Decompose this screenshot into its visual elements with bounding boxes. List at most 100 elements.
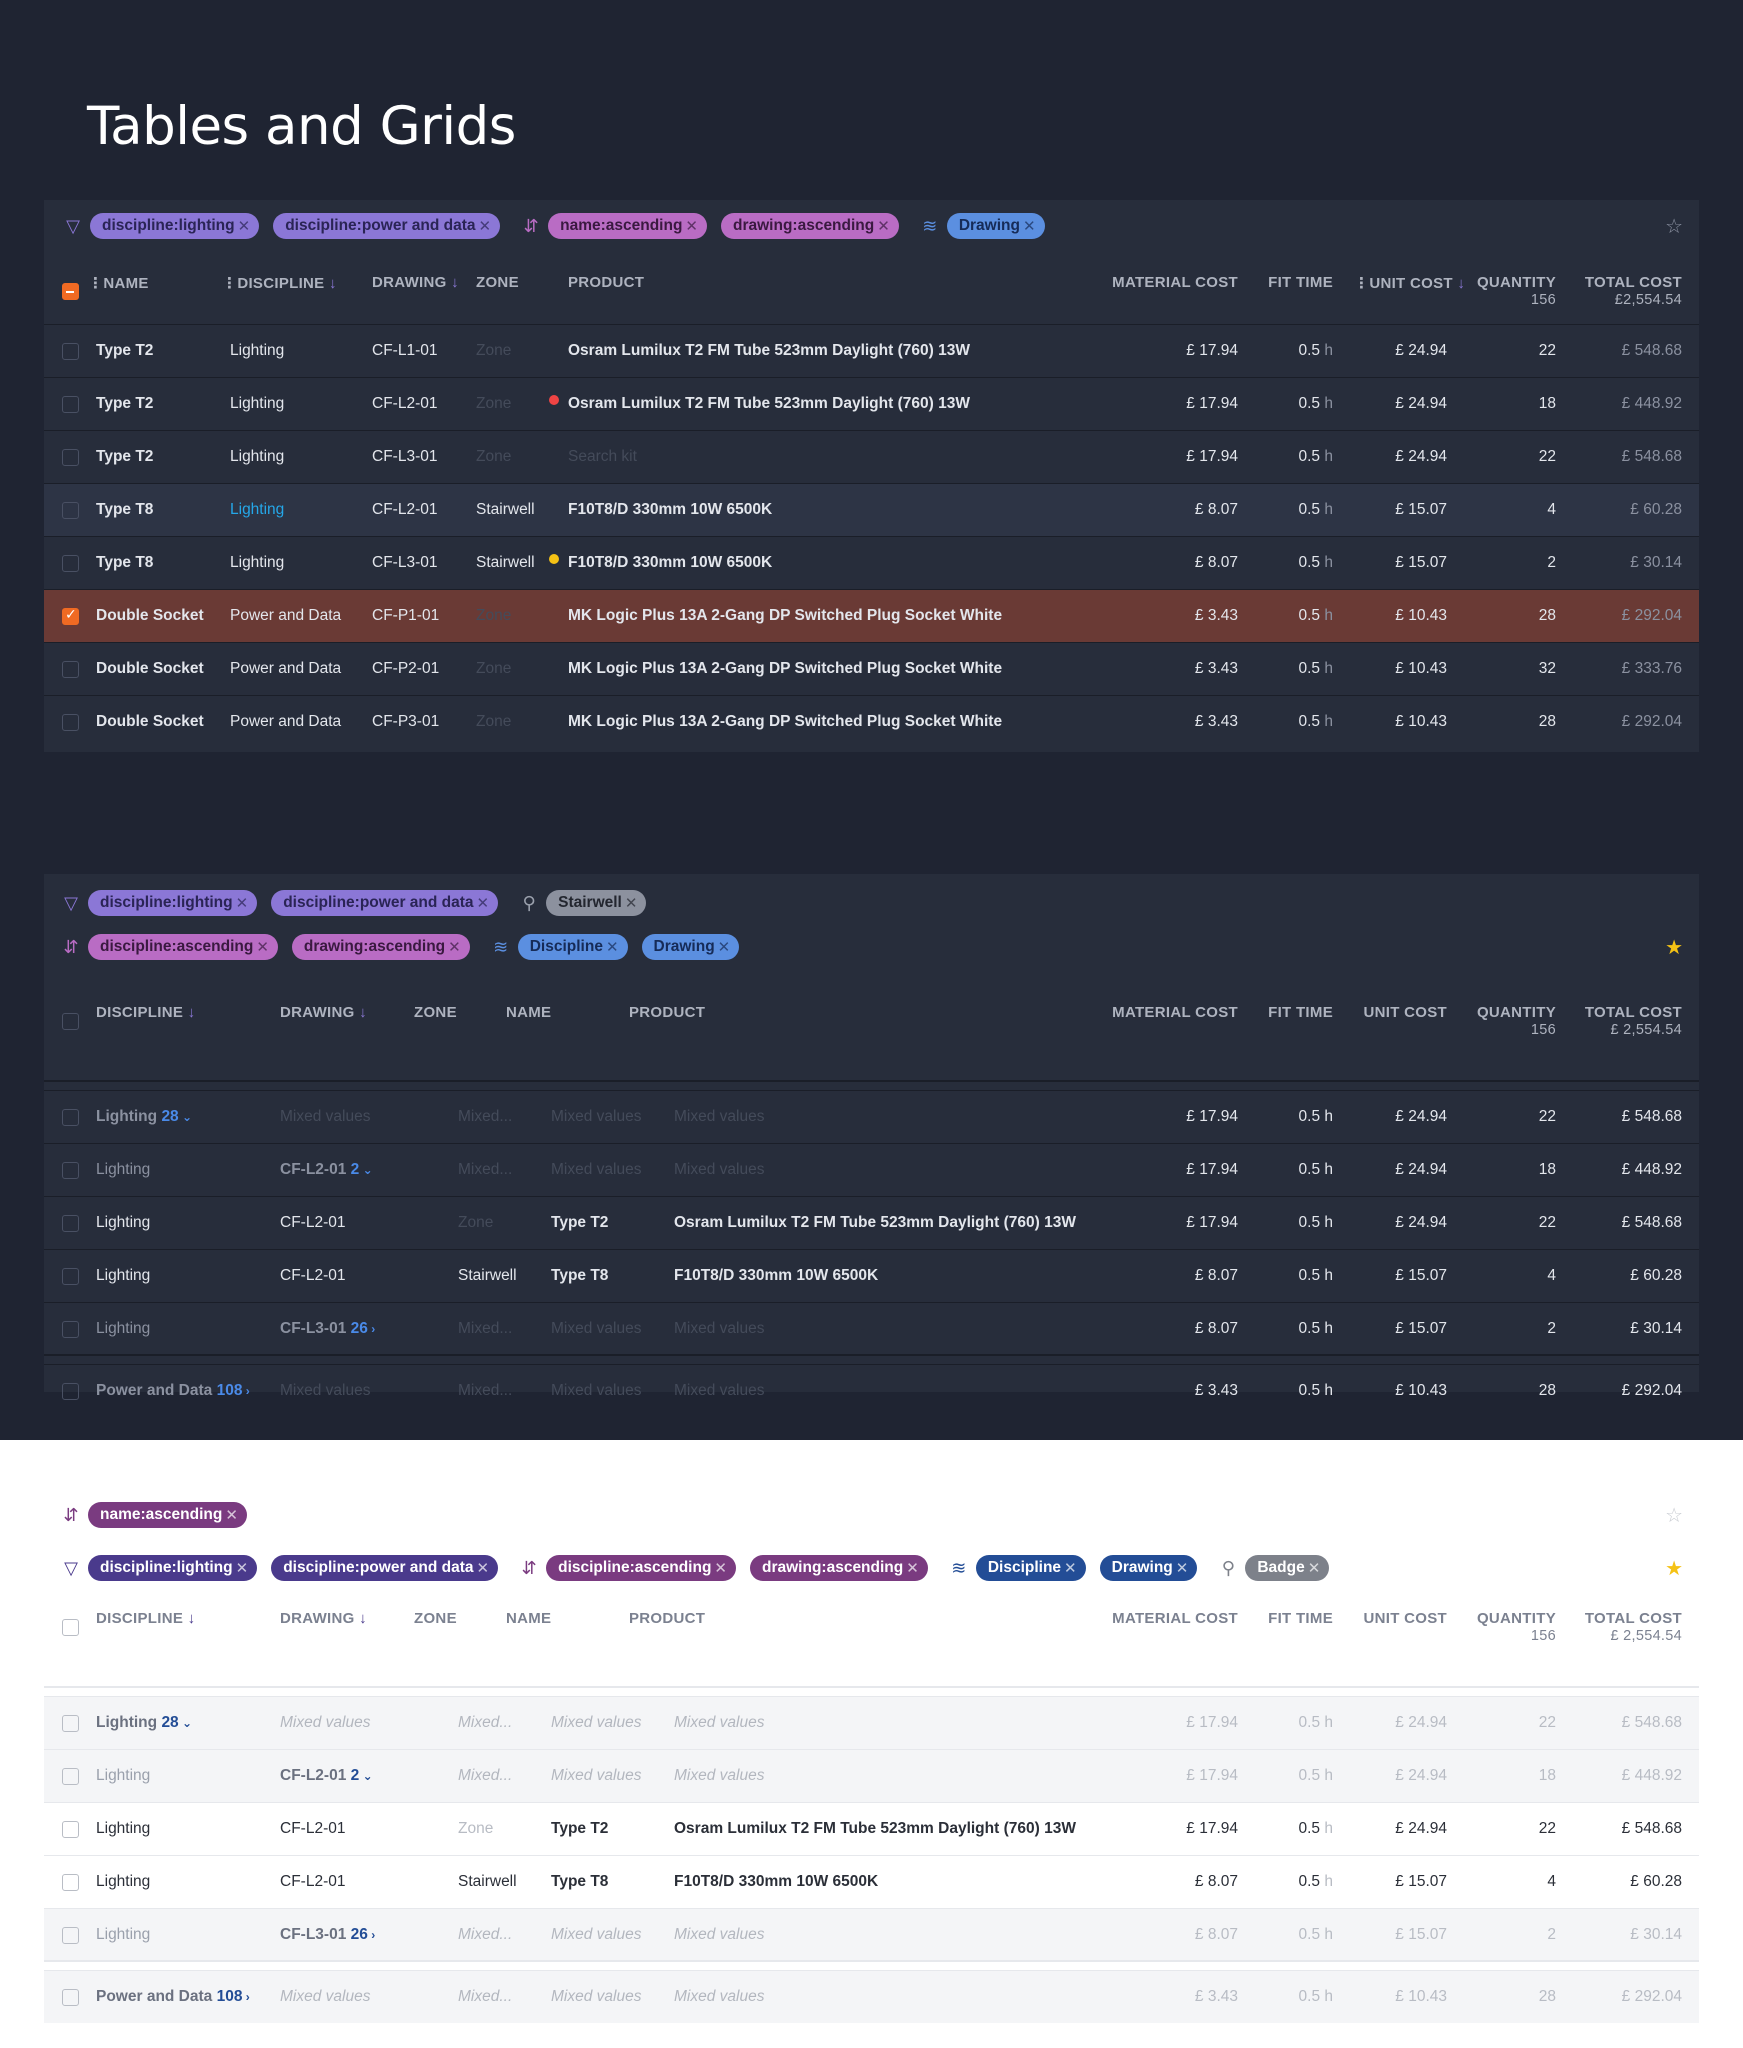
zone-cell[interactable]: Zone	[476, 448, 512, 465]
close-icon[interactable]: ✕	[1175, 1560, 1189, 1577]
close-icon[interactable]: ✕	[478, 218, 492, 235]
row-checkbox[interactable]	[62, 1821, 79, 1838]
product-cell[interactable]: MK Logic Plus 13A 2-Gang DP Switched Plu…	[568, 660, 1003, 677]
col-total-header[interactable]: TOTAL COST	[1584, 274, 1682, 291]
close-icon[interactable]: ✕	[256, 939, 269, 956]
group-header-drawing[interactable]: CF-L2-01 2 ⌄	[280, 1161, 373, 1178]
filter-chip[interactable]: discipline:lighting ✕	[88, 1555, 258, 1581]
col-unit-header[interactable]: UNIT COST	[1363, 1004, 1447, 1021]
close-icon[interactable]: ✕	[906, 1560, 919, 1577]
col-fit-header[interactable]: FIT TIME	[1268, 274, 1333, 291]
row-checkbox[interactable]	[62, 606, 79, 625]
col-zone-header[interactable]: ZONE	[476, 274, 519, 291]
sort-icon[interactable]: ⇵	[523, 215, 539, 236]
table-row[interactable]: Lighting CF-L3-01 26 › Mixed... Mixed va…	[44, 1302, 1699, 1355]
col-name-header[interactable]: NAME	[506, 1004, 552, 1021]
layers-icon[interactable]: ≋	[951, 1557, 967, 1578]
row-checkbox[interactable]	[62, 396, 79, 413]
zone-cell[interactable]: Zone	[476, 607, 512, 624]
search-chip[interactable]: Badge ✕	[1245, 1555, 1330, 1581]
row-checkbox[interactable]	[62, 1874, 79, 1891]
sort-chip[interactable]: drawing:ascending ✕	[291, 934, 470, 960]
col-material-header[interactable]: MATERIAL COST	[1112, 1004, 1238, 1021]
product-cell[interactable]: F10T8/D 330mm 10W 6500K	[568, 554, 773, 571]
col-unit-header[interactable]: ⋮UNIT COST ↓	[1354, 275, 1466, 292]
col-fit-header[interactable]: FIT TIME	[1268, 1004, 1333, 1021]
row-checkbox[interactable]	[62, 1162, 79, 1179]
close-icon[interactable]: ✕	[1064, 1560, 1077, 1577]
zone-cell[interactable]: Stairwell	[476, 554, 535, 571]
filter-icon[interactable]: ▽	[66, 215, 80, 236]
row-checkbox[interactable]	[62, 1715, 79, 1732]
col-product-header[interactable]: PRODUCT	[568, 274, 645, 291]
star-icon[interactable]: ☆	[1665, 215, 1683, 238]
close-icon[interactable]: ✕	[717, 939, 731, 956]
zone-cell[interactable]: Zone	[476, 395, 512, 412]
close-icon[interactable]: ✕	[624, 895, 638, 912]
col-product-header[interactable]: PRODUCT	[629, 1610, 706, 1627]
row-checkbox[interactable]	[62, 1927, 79, 1944]
row-checkbox[interactable]	[62, 555, 79, 572]
col-quantity-header[interactable]: QUANTITY	[1476, 1004, 1556, 1021]
layers-icon[interactable]: ≋	[922, 215, 938, 236]
close-icon[interactable]: ✕	[235, 1560, 249, 1577]
col-drawing-header[interactable]: DRAWING ↓	[280, 1610, 367, 1627]
col-discipline-header[interactable]: DISCIPLINE ↓	[96, 1004, 196, 1021]
select-all-checkbox[interactable]	[62, 1013, 79, 1030]
sort-icon[interactable]: ⇵	[521, 1557, 537, 1578]
zone-cell[interactable]: Zone	[476, 342, 512, 359]
sort-chip[interactable]: drawing:ascending ✕	[750, 1555, 928, 1581]
product-cell[interactable]: MK Logic Plus 13A 2-Gang DP Switched Plu…	[568, 713, 1003, 730]
search-icon[interactable]: ⚲	[522, 892, 536, 913]
group-chip[interactable]: Discipline ✕	[975, 1555, 1086, 1581]
row-checkbox[interactable]	[62, 343, 79, 360]
filter-chip[interactable]: discipline:lighting ✕	[88, 890, 258, 916]
row-checkbox[interactable]	[62, 661, 79, 678]
group-chip[interactable]: Discipline ✕	[517, 934, 628, 960]
table-row[interactable]: Type T8 Lighting CF-L2-01 Stairwell F10T…	[44, 483, 1699, 536]
sort-chip[interactable]: name:ascending ✕	[548, 213, 707, 239]
table-row[interactable]: Double Socket Power and Data CF-P1-01 Zo…	[44, 589, 1699, 642]
row-checkbox[interactable]	[62, 1989, 79, 2006]
table-row[interactable]: Type T2 Lighting CF-L3-01 Zone Search ki…	[44, 430, 1699, 483]
star-icon[interactable]: ☆	[1665, 1504, 1683, 1527]
product-cell[interactable]: Osram Lumilux T2 FM Tube 523mm Daylight …	[568, 395, 970, 412]
sort-icon[interactable]: ⇵	[63, 1504, 79, 1525]
search-chip[interactable]: Stairwell ✕	[546, 890, 647, 916]
col-name-header[interactable]: NAME	[506, 1610, 552, 1627]
table-row[interactable]: Power and Data 108 › Mixed values Mixed.…	[44, 1970, 1699, 2023]
zone-cell[interactable]: Zone	[476, 713, 512, 730]
table-row[interactable]: Lighting CF-L2-01 2 ⌄ Mixed... Mixed val…	[44, 1749, 1699, 1802]
quantity-cell[interactable]: 22	[1538, 342, 1556, 359]
close-icon[interactable]: ✕	[877, 218, 890, 235]
select-all-checkbox[interactable]	[62, 1619, 79, 1636]
zone-cell[interactable]: Stairwell	[476, 501, 535, 518]
table-row[interactable]: Lighting 28 ⌄ Mixed values Mixed... Mixe…	[44, 1696, 1699, 1749]
filter-chip[interactable]: discipline:power and data ✕	[271, 890, 499, 916]
quantity-cell[interactable]: 32	[1538, 660, 1556, 677]
sort-chip[interactable]: discipline:ascending ✕	[546, 1555, 736, 1581]
sort-icon[interactable]: ⇵	[63, 936, 79, 957]
group-header-drawing[interactable]: CF-L2-01 2 ⌄	[280, 1767, 373, 1784]
group-header-drawing[interactable]: CF-L3-01 26 ›	[280, 1320, 376, 1337]
table-row[interactable]: Lighting CF-L2-01 Stairwell Type T8 F10T…	[44, 1249, 1699, 1302]
table-row[interactable]: Type T2 Lighting CF-L1-01 Zone Osram Lum…	[44, 324, 1699, 377]
quantity-cell[interactable]: 28	[1538, 713, 1556, 730]
sort-chip[interactable]: discipline:ascending ✕	[88, 934, 278, 960]
col-quantity-header[interactable]: QUANTITY	[1476, 274, 1556, 291]
group-chip[interactable]: Drawing ✕	[946, 213, 1045, 239]
filter-chip[interactable]: discipline:power and data ✕	[271, 1555, 499, 1581]
close-icon[interactable]: ✕	[476, 1560, 490, 1577]
close-icon[interactable]: ✕	[1307, 1560, 1321, 1577]
quantity-cell[interactable]: 18	[1538, 395, 1556, 412]
row-checkbox[interactable]	[62, 714, 79, 731]
table-row[interactable]: Power and Data 108 › Mixed values Mixed.…	[44, 1364, 1699, 1417]
row-checkbox[interactable]	[62, 1268, 79, 1285]
table-row[interactable]: Lighting CF-L2-01 Stairwell Type T8 F10T…	[44, 1855, 1699, 1908]
close-icon[interactable]: ✕	[605, 939, 619, 956]
col-unit-header[interactable]: UNIT COST	[1363, 1610, 1447, 1627]
col-zone-header[interactable]: ZONE	[414, 1004, 457, 1021]
product-cell[interactable]: F10T8/D 330mm 10W 6500K	[568, 501, 773, 518]
col-drawing-header[interactable]: DRAWING ↓	[372, 274, 459, 291]
sort-chip[interactable]: drawing:ascending ✕	[721, 213, 899, 239]
